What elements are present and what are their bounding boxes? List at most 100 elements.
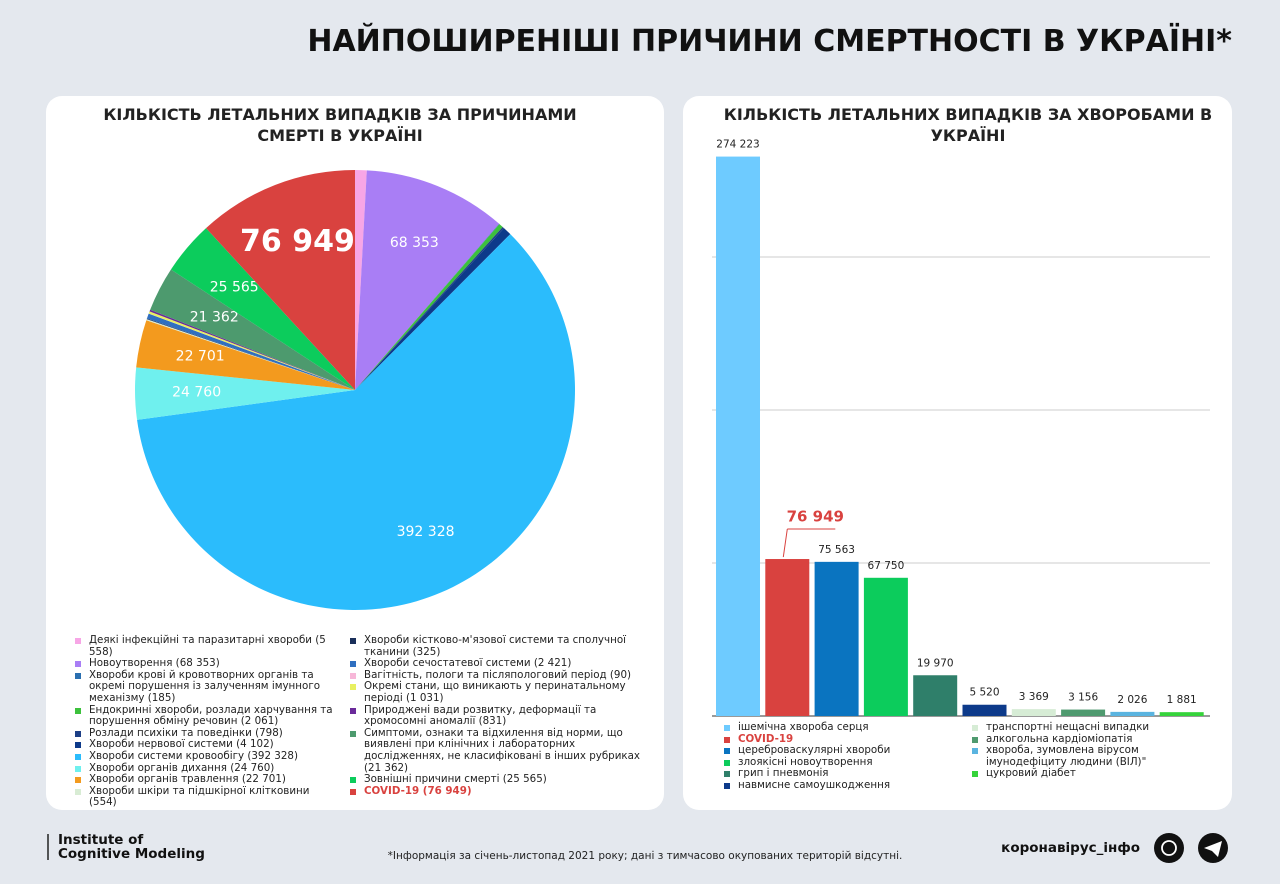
bar-label: 19 970 [917,657,954,669]
pie-slice [355,223,500,390]
legend-swatch [75,672,81,679]
pie-slice [149,309,355,390]
legend-item: Симптоми, ознаки та відхилення від норми… [350,727,642,774]
pie-slice [146,319,355,390]
slice-label: 22 701 [176,349,225,365]
legend-swatch [75,707,81,714]
brand: коронавірус_інфо [1001,840,1140,856]
legend-swatch [75,753,81,760]
logo-line: Institute of [58,832,143,848]
pie-slice [148,313,355,390]
bar-label: 67 750 [868,560,905,572]
legend-item: COVID-19 (76 949) [350,784,642,798]
legend-swatch [75,742,81,749]
legend-label: Зовнішні причини смерті (25 565) [364,773,547,786]
legend-label: Новоутворення (68 353) [89,657,220,670]
legend-label: COVID-19 (76 949) [364,784,472,797]
bar [913,675,958,716]
bar [716,156,760,716]
legend-label: Хвороби крові й кровотворних органів та … [89,668,321,704]
legend-label: Хвороби шкіри та підшкірної клітковини (… [89,784,310,809]
bar-label: 5 520 [969,687,999,699]
legend-swatch [972,771,978,778]
pie-slice [137,234,575,610]
pie-slice [170,228,355,390]
bar [1011,709,1056,716]
pie-slice [355,170,500,390]
legend-label: Деякі інфекційні та паразитарні хвороби … [89,634,326,658]
bar [1061,709,1106,716]
bar-title: КІЛЬКІСТЬ ЛЕТАЛЬНИХ ВИПАДКІВ ЗА ХВОРОБАМ… [723,105,1213,145]
pie-slice [206,170,355,390]
legend-label: транспортні нещасні випадки [986,721,1150,733]
legend-item: Вагітність, пологи та післяпологовий пер… [350,668,642,682]
legend-item: Розлади психіки та поведінки (798) [75,726,337,740]
pie-slice [355,170,367,390]
legend-label: Хвороби органів дихання (24 760) [89,761,275,774]
pie-legend: Хвороби кістково-м'язової системи та спо… [350,634,642,798]
pie-slice [146,313,355,390]
bar [962,704,1007,716]
legend-item: злоякісні новоутворення [724,756,954,769]
pie-slice [150,269,355,390]
pie-title: КІЛЬКІСТЬ ЛЕТАЛЬНИХ ВИПАДКІВ ЗА ПРИЧИНАМ… [103,105,577,145]
pie-slice [135,367,355,420]
bar-label: 75 563 [818,544,855,556]
legend-item: цукровий діабет [972,768,1162,780]
legend-label: Ендокринні хвороби, розлади харчування т… [89,703,333,728]
legend-label: Хвороби системи кровообігу (392 328) [89,749,298,762]
legend-item: Ендокринні хвороби, розлади харчування т… [75,703,337,728]
pie-slice [355,226,504,390]
legend-swatch [75,777,81,784]
pie-slice [355,228,511,390]
legend-label: Хвороби кістково-м'язової системи та спо… [364,634,626,658]
legend-swatch [75,638,81,644]
legend-item: Зовнішні причини смерті (25 565) [350,773,642,786]
legend-label: COVID-19 [738,732,794,745]
legend-swatch [972,748,978,755]
legend-label: Розлади психіки та поведінки (798) [89,726,283,739]
bar [1110,711,1155,716]
legend-swatch [350,730,356,737]
legend-swatch [350,707,356,714]
legend-item: Хвороби органів дихання (24 760) [75,761,337,775]
pie-slice [136,320,355,390]
telegram-glyph [1204,841,1222,857]
legend-swatch [75,661,81,668]
legend-item: Хвороби нервової системи (4 102) [75,739,337,751]
legend-item: Хвороби кістково-м'язової системи та спо… [350,634,642,658]
legend-item: Окремі стани, що виникають у перинатальн… [350,681,642,704]
bar [814,561,859,716]
bar-label: 76 949 [787,508,844,526]
bar-legend: транспортні нещасні випадки алкогольна ка… [972,721,1162,780]
slice-label: 21 362 [190,309,239,325]
bar-label: 274 223 [716,139,759,151]
leader-line [782,528,788,558]
legend-swatch [350,661,356,668]
legend-item: алкогольна кардіоміопатія [972,732,1162,746]
legend-swatch [724,771,730,778]
viber-glyph [1161,840,1177,856]
legend-label: Хвороби органів травлення (22 701) [89,773,286,786]
legend-item: транспортні нещасні випадки [972,721,1162,734]
bar [863,577,908,716]
legend-label: Хвороби нервової системи (4 102) [89,738,274,751]
legend-label: Окремі стани, що виникають у перинатальн… [364,680,626,704]
legend-item: грип і пневмонія [724,768,954,780]
bar [765,559,810,716]
pie-legend: Деякі інфекційні та паразитарні хвороби … [75,634,337,809]
legend-label: Природжені вади розвитку, деформації та … [364,703,597,728]
legend-label: Вагітність, пологи та післяпологовий пер… [364,668,632,681]
legend-label: алкогольна кардіоміопатія [986,732,1133,745]
legend-swatch [75,788,81,795]
viber-icon[interactable] [1154,833,1184,863]
legend-item: Хвороби системи кровообігу (392 328) [75,749,337,763]
legend-item: Деякі інфекційні та паразитарні хвороби … [75,634,337,658]
legend-item: COVID-19 [724,732,954,746]
legend-item: Хвороби органів травлення (22 701) [75,773,337,786]
legend-item: Природжені вади розвитку, деформації та … [350,703,642,728]
legend-label: цукровий діабет [986,767,1076,780]
bar [1159,712,1204,716]
legend-item: цереброваскулярні хвороби [724,744,954,757]
